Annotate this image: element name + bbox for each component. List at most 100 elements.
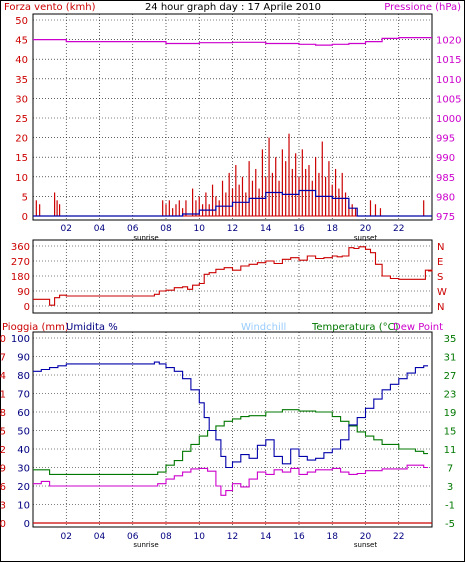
direction-degree-label: 90 [17,287,30,298]
rain-axis-label: Pioggia (mm) [2,322,69,333]
hour-tick-label: 08 [160,224,172,234]
pressure-axis-label: Pressione (hPa) [384,2,461,13]
temperature-tick-label: 23 [444,390,457,401]
temperature-tick-label: 15 [444,427,457,438]
temperature-tick-label: 7 [447,464,453,475]
humidity-tick-labels: 0 10 20 30 40 50 60 70 80 90 100 [11,334,30,530]
wind-tick-label: 30 [15,94,28,105]
direction-cardinal-label: N [437,242,444,253]
temperature-tick-label: 31 [444,353,457,364]
wind-tick-label: 40 [15,55,28,66]
temperature-tick-label: 11 [444,445,457,456]
wind-tick-label: 25 [15,114,28,125]
wind-tick-label: 35 [15,75,28,86]
rain-tick-labels: 0 3 6 9 12 15 18 21 24 27 30 [0,334,6,530]
rain-humidity-temperature-panel: 0 3 6 9 12 15 18 21 24 27 30 0 10 20 30 40 50 60 70 80 90 10… [0,331,457,549]
rain-tick-label: 3 [0,501,6,512]
direction-degree-labels: 0 90 180 270 360 [11,242,30,313]
pressure-tick-label: 980 [436,192,455,203]
temperature-line [33,409,428,475]
pressure-tick-label: 995 [436,134,455,145]
rain-tick-label: 15 [0,427,6,438]
hour-tick-label: 02 [61,532,72,542]
wind-tick-label: 45 [15,36,28,47]
rain-tick-label: 12 [0,445,6,456]
wind-tick-label: 15 [15,153,28,164]
hour-tick-label: 12 [227,224,238,234]
pressure-tick-labels: 975 980 985 990 995 1000 1005 1010 1015 1020 [436,36,461,223]
wind-tick-label: 50 [15,16,28,27]
hour-tick-label: 20 [360,532,372,542]
humidity-tick-label: 0 [24,519,30,530]
direction-degree-label: 360 [11,242,30,253]
humidity-tick-label: 70 [17,390,30,401]
humidity-tick-label: 20 [17,482,30,493]
humidity-line [33,361,428,469]
humidity-tick-label: 30 [17,464,30,475]
dewpoint-label: Dew Point [393,322,443,333]
hour-tick-label: 04 [94,224,106,234]
pressure-tick-label: 1015 [436,55,461,66]
humidity-tick-label: 50 [17,427,30,438]
humidity-tick-label: 90 [17,353,30,364]
rain-tick-label: 21 [0,390,6,401]
wind-tick-label: 0 [22,212,28,223]
rain-humidity-series [33,361,432,524]
temperature-tick-label: -1 [445,501,455,512]
direction-cardinal-label: N [437,302,444,313]
humidity-tick-label: 80 [17,371,30,382]
rain-humidity-grid [33,332,432,527]
rain-tick-label: 30 [0,334,6,345]
wind-tick-label: 5 [22,192,28,203]
hour-tick-label: 10 [194,532,206,542]
temperature-axis-label: Temperatura (°C) [311,322,399,333]
wind-direction-grid [33,240,432,313]
sunrise-label: sunrise [133,234,158,242]
hour-tick-label: 10 [194,224,206,234]
wind-tick-label: 20 [15,134,28,145]
direction-degree-label: 270 [11,257,30,268]
rain-humidity-x-tick-labels: 02 04 06 08 10 12 14 16 18 20 22 [61,532,405,542]
hour-tick-label: 18 [327,532,339,542]
pressure-tick-label: 985 [436,173,455,184]
hour-tick-label: 06 [127,224,139,234]
page-title: 24 hour graph day : 17 Aprile 2010 [145,2,321,13]
humidity-axis-label: Umidita % [66,322,118,333]
temperature-tick-label: 3 [447,482,453,493]
temperature-tick-label: 19 [444,408,457,419]
wind-tick-labels: 0 5 10 15 20 25 30 35 40 45 50 [15,16,28,223]
hour-tick-label: 22 [393,224,404,234]
rain-tick-label: 18 [0,408,6,419]
wind-direction-series [33,246,433,306]
temperature-tick-label: 27 [444,371,457,382]
hour-tick-label: 02 [61,224,72,234]
pressure-tick-label: 1010 [436,75,461,86]
pressure-tick-label: 1020 [436,36,461,47]
humidity-tick-label: 60 [17,408,30,419]
pressure-tick-label: 1000 [436,114,461,125]
rain-tick-label: 24 [0,371,6,382]
sunset-label-bottom: sunset [354,541,377,549]
rain-tick-label: 6 [0,482,6,493]
direction-degree-label: 0 [24,302,30,313]
temperature-tick-label: -5 [445,519,455,530]
wind-pressure-x-tick-labels: 02 04 06 08 10 12 14 16 18 20 22 [61,224,405,234]
direction-degree-label: 180 [11,272,30,283]
hour-tick-label: 18 [327,224,339,234]
rain-tick-label: 0 [0,519,6,530]
hour-tick-label: 12 [227,532,238,542]
pressure-tick-label: 990 [436,153,455,164]
direction-cardinal-label: W [437,287,447,298]
hour-tick-label: 08 [160,532,172,542]
hour-tick-label: 20 [360,224,372,234]
pressure-tick-label: 1005 [436,94,461,105]
wind-axis-label: Forza vento (kmh) [4,2,96,13]
hour-tick-label: 14 [260,224,272,234]
hour-tick-label: 06 [127,532,139,542]
pressure-line [33,37,432,46]
humidity-tick-label: 10 [17,501,30,512]
